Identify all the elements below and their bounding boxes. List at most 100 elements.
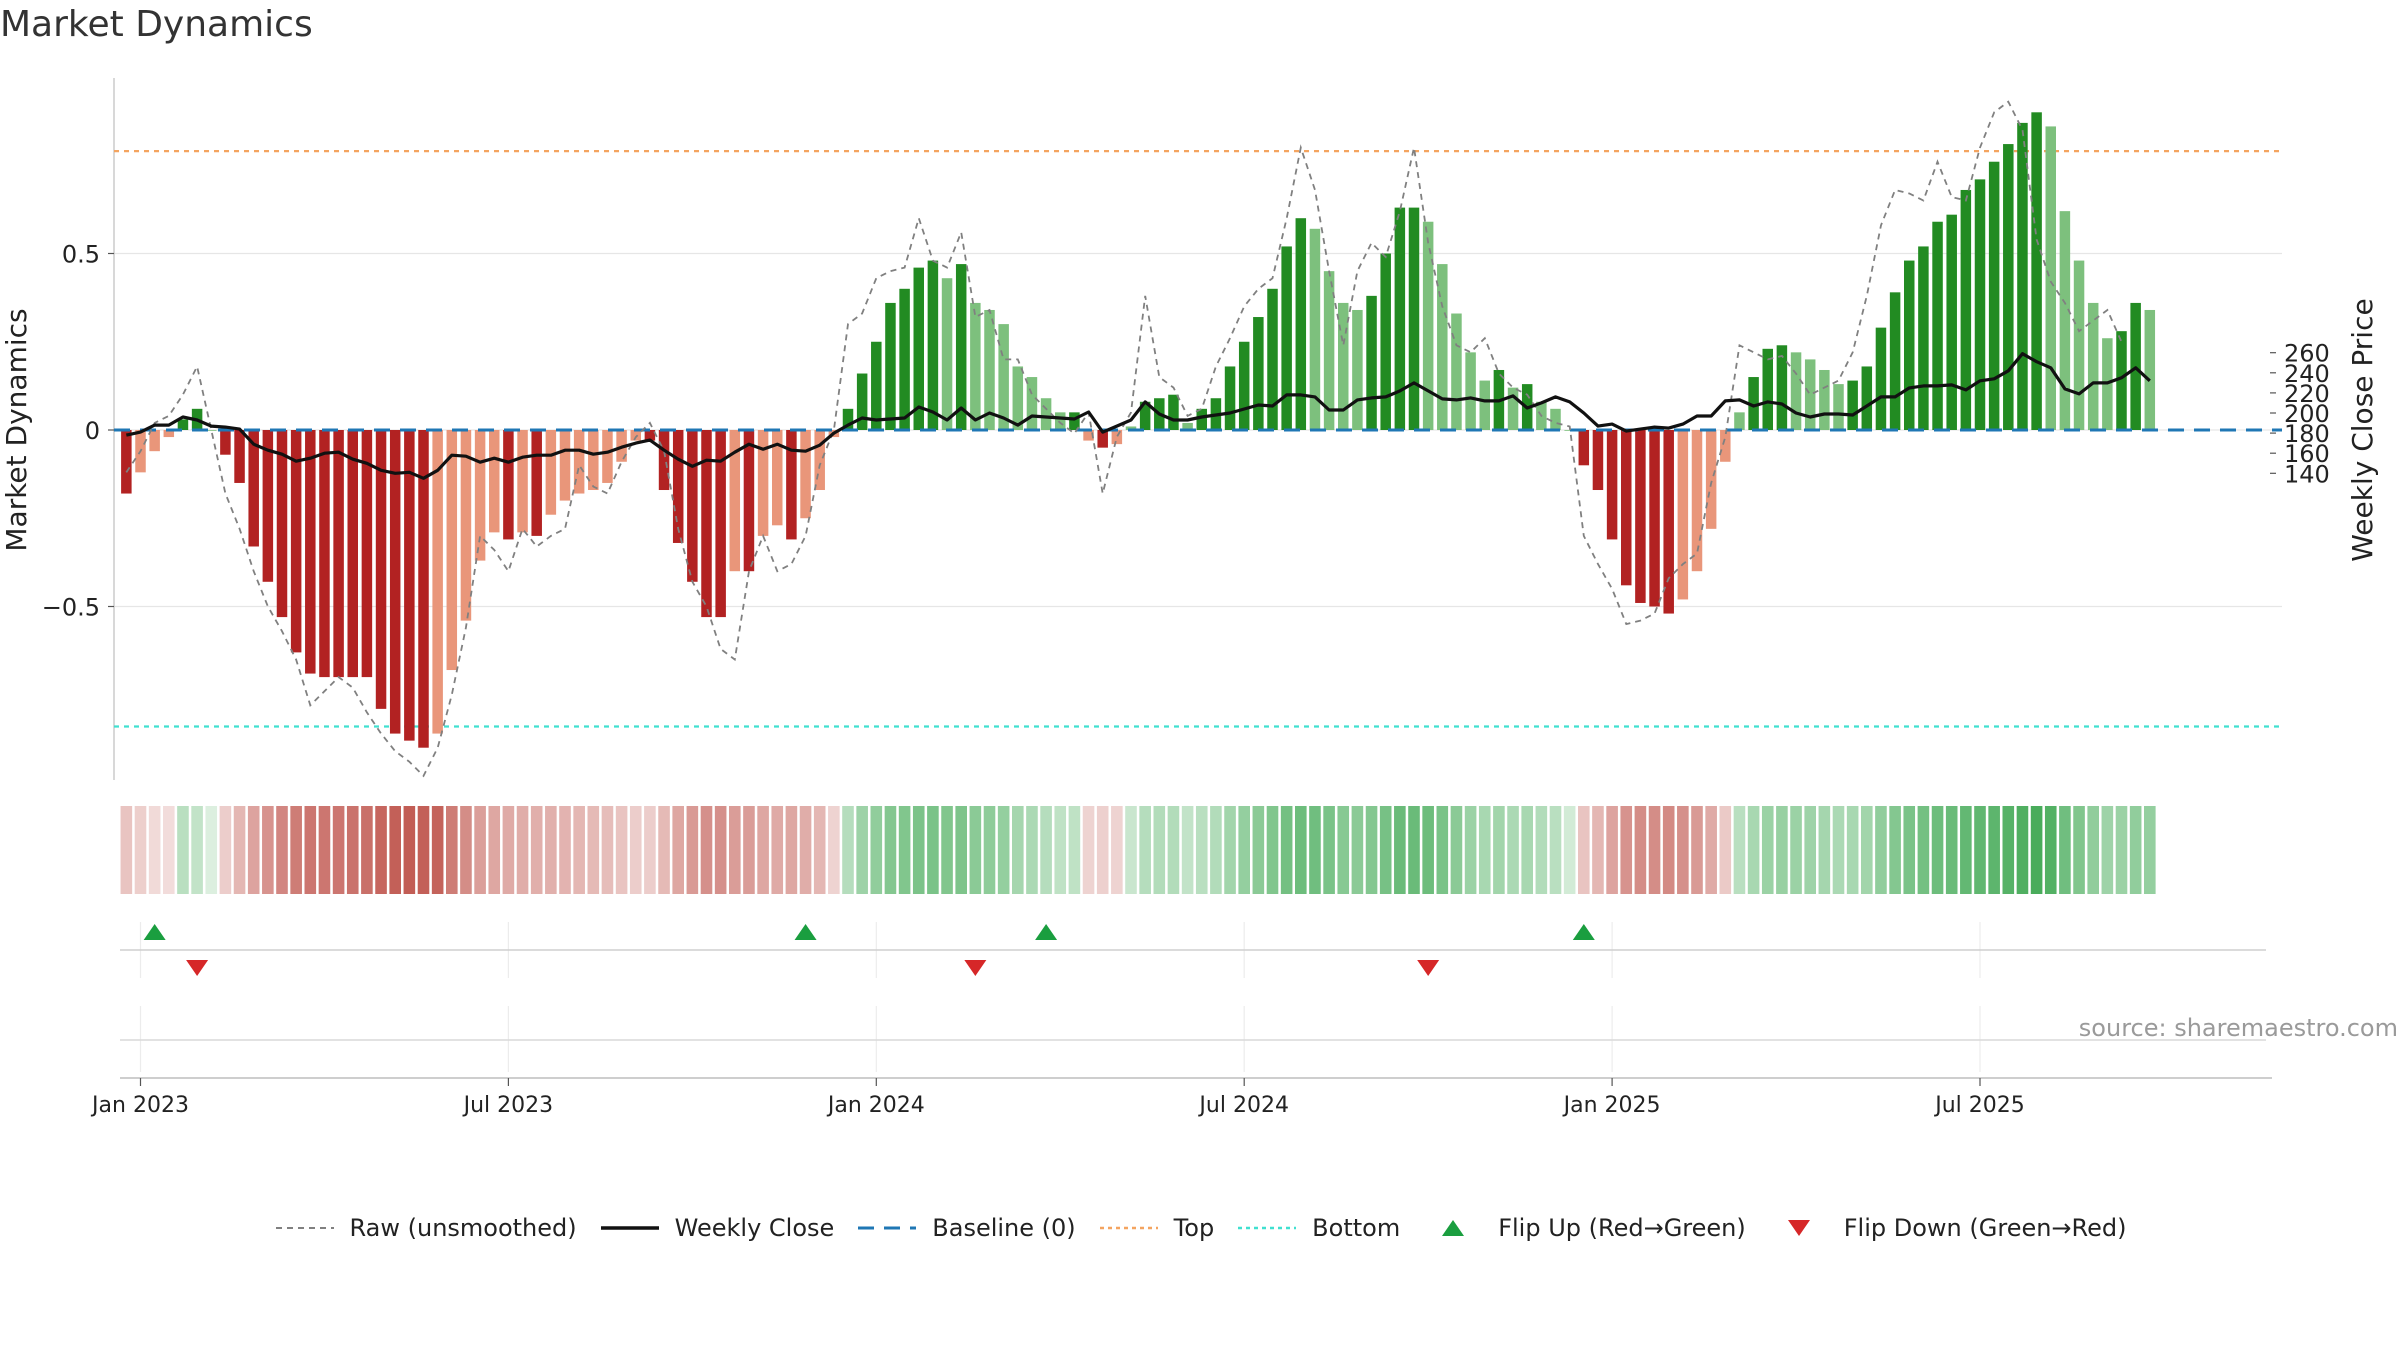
momentum-bar xyxy=(149,430,160,452)
momentum-bar xyxy=(234,430,245,483)
momentum-bar xyxy=(1720,430,1731,462)
strength-cell xyxy=(573,806,585,894)
momentum-bar xyxy=(276,430,288,618)
momentum-bar xyxy=(545,430,557,515)
legend-item-raw: Raw (unsmoothed) xyxy=(274,1214,577,1242)
momentum-bar xyxy=(1479,380,1490,430)
momentum-bar xyxy=(2031,112,2042,431)
strength-cell xyxy=(1592,806,1604,894)
momentum-bar xyxy=(1889,292,1901,430)
momentum-bar xyxy=(163,430,175,438)
y-right-axis-label: Weekly Close Price xyxy=(2346,298,2379,561)
strength-cell xyxy=(318,806,331,894)
strength-cell xyxy=(1280,806,1293,894)
momentum-bar xyxy=(1904,260,1915,430)
strength-cell xyxy=(615,806,628,894)
momentum-bar xyxy=(1564,430,1575,431)
legend-swatch-close-line-icon xyxy=(600,1226,659,1230)
strength-cell xyxy=(262,806,274,894)
legend-swatch-raw-line-icon xyxy=(275,1227,334,1229)
x-tick-label: Jan 2023 xyxy=(90,1093,189,1118)
strength-cell xyxy=(1096,806,1109,894)
flip-down-marker xyxy=(964,960,987,976)
momentum-bar xyxy=(1932,221,1943,430)
strength-cell xyxy=(884,806,897,894)
momentum-bar xyxy=(1578,430,1590,466)
strength-cell xyxy=(205,806,218,894)
strength-cell xyxy=(1521,806,1533,894)
momentum-bar xyxy=(1069,412,1080,430)
momentum-bar xyxy=(1295,218,1307,430)
strength-cell xyxy=(120,806,133,894)
strength-cell xyxy=(1563,806,1576,894)
strength-cell xyxy=(1945,806,1958,894)
strength-cell xyxy=(2030,806,2043,894)
strength-cell xyxy=(1309,806,1321,894)
momentum-bar xyxy=(290,430,302,653)
strength-cell xyxy=(1988,806,2000,894)
strength-cell xyxy=(502,806,515,894)
strength-cell xyxy=(488,806,501,894)
legend-item-flip-up: Flip Up (Red→Green) xyxy=(1422,1214,1746,1242)
strength-cell xyxy=(1365,806,1378,894)
strength-cell xyxy=(743,806,755,894)
legend-swatch-flip-up-triangle-icon xyxy=(1442,1220,1465,1236)
momentum-bar xyxy=(319,430,330,678)
momentum-bar xyxy=(1083,430,1094,441)
strength-cell xyxy=(1139,806,1151,894)
legend-label-raw: Raw (unsmoothed) xyxy=(349,1214,577,1242)
momentum-bar xyxy=(1663,430,1674,614)
momentum-bar xyxy=(375,430,387,709)
momentum-bar xyxy=(2017,122,2028,430)
strength-cell xyxy=(1181,806,1194,894)
momentum-bar xyxy=(941,278,953,430)
legend-item-baseline: Baseline (0) xyxy=(856,1214,1076,1242)
strength-cell xyxy=(1295,806,1307,894)
momentum-bar xyxy=(630,430,641,441)
strength-cell xyxy=(375,806,387,894)
strength-cell xyxy=(1125,806,1137,894)
momentum-bar xyxy=(517,430,528,533)
momentum-bar xyxy=(1338,302,1349,430)
strength-cell xyxy=(1478,806,1491,894)
strength-cell xyxy=(1931,806,1944,894)
legend-label-flip-up: Flip Up (Red→Green) xyxy=(1498,1214,1746,1242)
strength-cell xyxy=(856,806,868,894)
flip-down-marker xyxy=(1417,960,1440,976)
strength-cell xyxy=(785,806,798,894)
strength-cell xyxy=(1082,806,1095,894)
momentum-bar xyxy=(899,288,910,430)
momentum-bar xyxy=(262,430,274,582)
strength-cell xyxy=(1040,806,1052,894)
momentum-bar xyxy=(1394,207,1406,430)
x-tick-label: Jul 2024 xyxy=(1197,1093,1289,1118)
momentum-bar xyxy=(474,430,486,561)
momentum-bar xyxy=(1196,408,1207,430)
momentum-bar xyxy=(2087,302,2099,430)
strength-cell xyxy=(545,806,557,894)
strength-cell xyxy=(1111,806,1123,894)
momentum-bar xyxy=(856,373,868,430)
strength-strip xyxy=(120,806,2156,894)
momentum-bar xyxy=(1012,366,1024,430)
strength-cell xyxy=(361,806,373,894)
momentum-bar xyxy=(1408,207,1420,430)
flip-up-marker xyxy=(1572,924,1595,940)
strength-cell xyxy=(644,806,656,894)
flip-down-marker xyxy=(186,960,209,976)
momentum-bar xyxy=(1819,369,1830,430)
strength-cell xyxy=(672,806,684,894)
y-right-tick-label: 200 xyxy=(2284,400,2330,428)
momentum-bar xyxy=(1168,394,1179,430)
momentum-bar xyxy=(729,430,741,572)
momentum-bar xyxy=(1366,295,1377,430)
momentum-bar xyxy=(1875,327,1887,430)
momentum-bar xyxy=(1918,246,1929,430)
strength-cell xyxy=(134,806,147,894)
strength-cell xyxy=(247,806,260,894)
momentum-bar xyxy=(743,430,755,572)
strength-cell xyxy=(2115,806,2128,894)
momentum-bar xyxy=(2045,126,2056,431)
strength-cell xyxy=(1351,806,1364,894)
legend-item-close: Weekly Close xyxy=(599,1214,834,1242)
